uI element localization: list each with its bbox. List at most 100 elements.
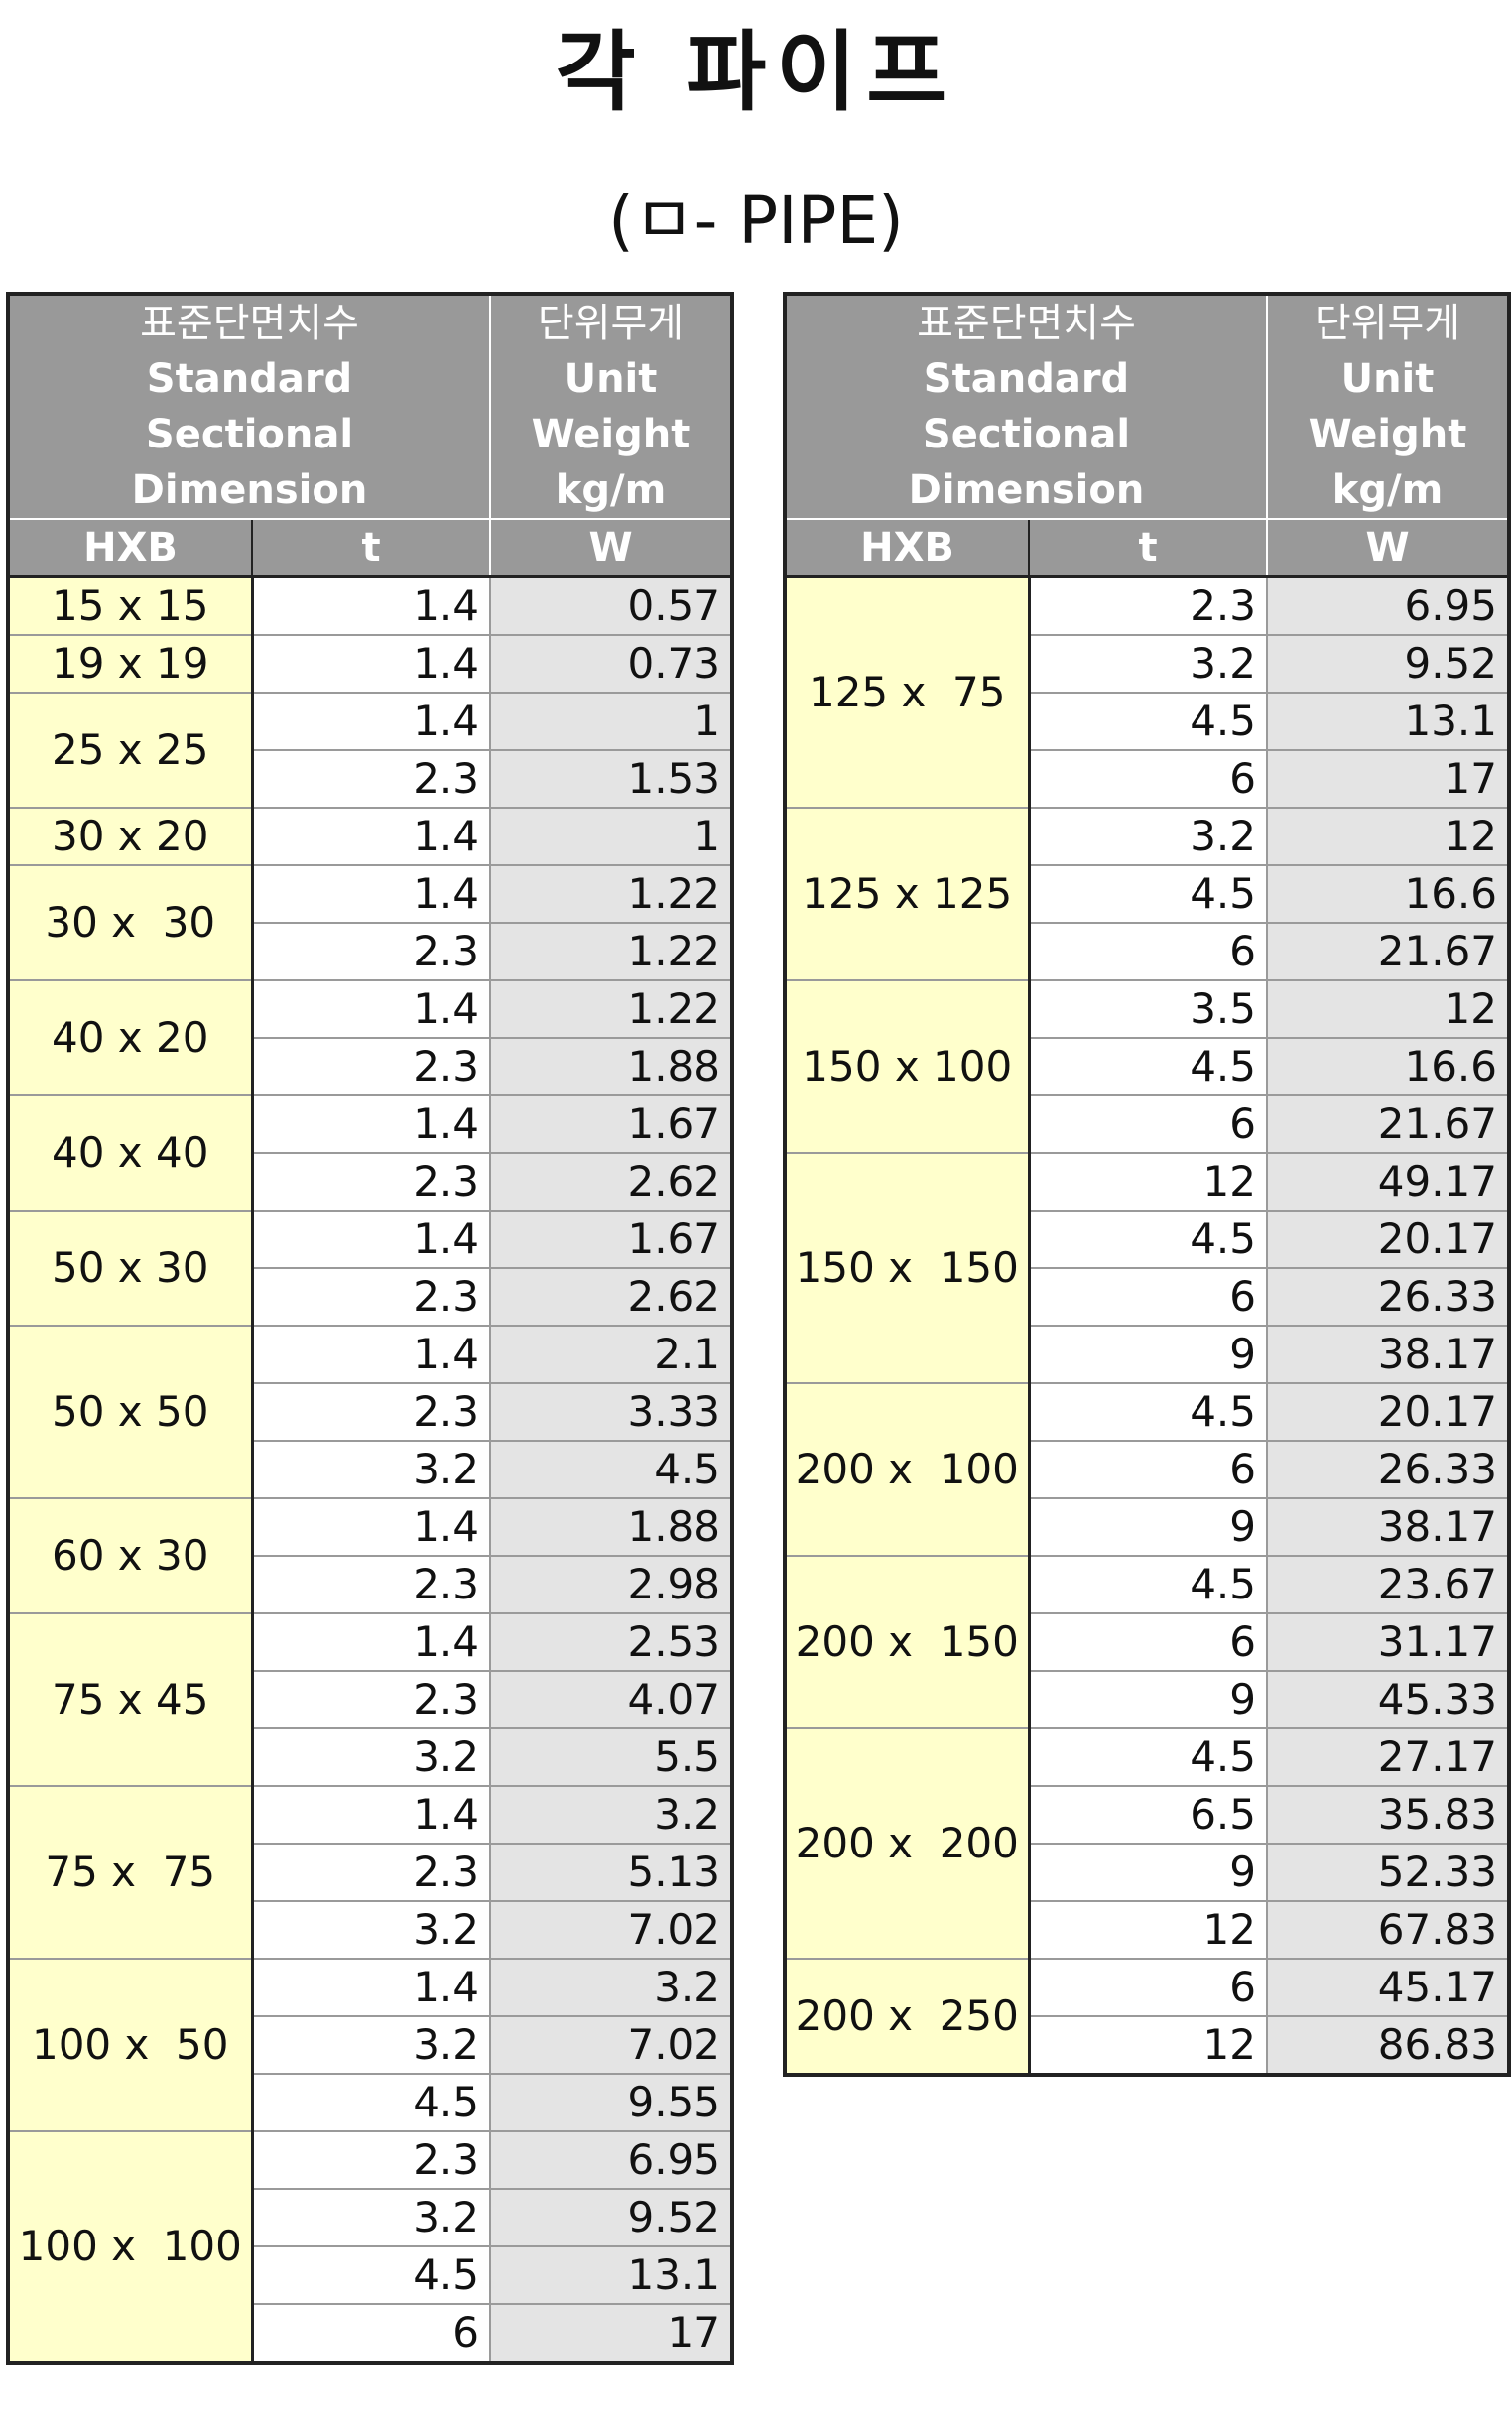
thickness-cell: 2.3: [251, 922, 491, 981]
page-title: 각 파이프: [555, 21, 957, 123]
weight-cell: 67.83: [1266, 1900, 1510, 1960]
table-row: 3.2 7.02: [8, 2015, 733, 2075]
page-subtitle: (ㅁ- PIPE): [608, 183, 904, 259]
thickness-cell: 6: [1028, 1094, 1268, 1154]
dimension-header: 표준단면치수 Standard Sectional Dimension: [784, 293, 1268, 520]
table-row: 4.5 16.6: [785, 1037, 1510, 1096]
weight-cell: 2.62: [489, 1152, 733, 1212]
thickness-cell: 3.2: [251, 2015, 491, 2075]
dimension-cell: 40 x 40: [7, 1094, 254, 1212]
weight-cell: 2.1: [489, 1325, 733, 1384]
table-row: 4.5 9.55: [8, 2073, 733, 2132]
weight-cell: 9.55: [489, 2073, 733, 2132]
thickness-cell: 12: [1028, 1900, 1268, 1960]
table-row: 125 x 125 3.2 12: [784, 807, 1510, 981]
table-row: 100 x 100 2.3 6.95: [7, 2130, 733, 2364]
thickness-cell: 1.4: [251, 1958, 491, 2017]
unit-weight-header-en2: Weight: [531, 412, 691, 457]
table-row: 4.5 16.6: [785, 864, 1510, 924]
dimension-cell: 100 x 50: [7, 1958, 254, 2132]
weight-cell: 3.2: [489, 1785, 733, 1845]
dimension-cell: 75 x 75: [7, 1785, 254, 1960]
weight-cell: 38.17: [1266, 1325, 1510, 1384]
unit-weight-header-en3: kg/m: [1331, 467, 1444, 513]
thickness-cell: 2.3: [251, 1843, 491, 1902]
weight-cell: 5.5: [489, 1727, 733, 1787]
thickness-cell: 4.5: [1028, 864, 1268, 924]
weight-cell: 12: [1266, 979, 1510, 1039]
table-row: 6 21.67: [785, 922, 1510, 981]
thickness-cell: 1.4: [251, 1497, 491, 1557]
thickness-cell: 1.4: [251, 1785, 491, 1845]
weight-cell: 16.6: [1266, 864, 1510, 924]
table-row: 3.2 4.5: [8, 1440, 733, 1499]
thickness-cell: 3.2: [1028, 807, 1268, 866]
thickness-cell: 3.2: [251, 1440, 491, 1499]
thickness-cell: 6: [1028, 1612, 1268, 1672]
left-table-body: 15 x 15 1.4 0.57 19 x 19 1.4 0.73 25 x 25 1.4 1 2…: [7, 575, 733, 2364]
table-row: 150 x 100 3.5 12: [784, 979, 1510, 1154]
weight-cell: 49.17: [1266, 1152, 1510, 1212]
thickness-cell: 9: [1028, 1670, 1268, 1729]
weight-cell: 1.53: [489, 749, 733, 809]
table-row: 50 x 30 1.4 1.67: [7, 1210, 733, 1327]
weight-cell: 26.33: [1266, 1440, 1510, 1499]
table-row: 200 x 100 4.5 20.17: [784, 1382, 1510, 1557]
table-row: 4.5 13.1: [785, 692, 1510, 751]
weight-cell: 0.73: [489, 634, 733, 694]
weight-cell: 17: [489, 2303, 733, 2364]
weight-cell: 4.5: [489, 1440, 733, 1499]
table-row: 75 x 45 1.4 2.53: [7, 1612, 733, 1787]
thickness-cell: 2.3: [251, 1382, 491, 1442]
dimension-cell: 75 x 45: [7, 1612, 254, 1787]
dimension-cell: 100 x 100: [7, 2130, 254, 2364]
dimension-header-en2: Sectional: [922, 412, 1131, 457]
thickness-cell: 6: [1028, 1958, 1268, 2017]
dimension-cell: 200 x 250: [784, 1958, 1031, 2076]
dimension-header-ko: 표준단면치수: [140, 301, 359, 346]
dimension-cell: 200 x 200: [784, 1727, 1031, 1960]
table-row: 3.2 9.52: [8, 2188, 733, 2247]
dimension-cell: 150 x 100: [784, 979, 1031, 1154]
right-table-body: 125 x 75 2.3 6.95 3.2 9.52 4.5 13.1 6 17 125 x 12…: [784, 575, 1510, 2076]
table-row: 6 17: [785, 749, 1510, 809]
table-row: 2.3 4.07: [8, 1670, 733, 1729]
thickness-cell: 2.3: [251, 1670, 491, 1729]
weight-cell: 9.52: [489, 2188, 733, 2247]
thickness-cell: 1.4: [251, 575, 491, 636]
weight-cell: 3.2: [489, 1958, 733, 2017]
column-header-t: t: [1028, 518, 1268, 578]
table-row: 200 x 150 4.5 23.67: [784, 1555, 1510, 1729]
weight-cell: 13.1: [489, 2245, 733, 2305]
weight-cell: 12: [1266, 807, 1510, 866]
dimension-cell: 200 x 100: [784, 1382, 1031, 1557]
column-header-w: W: [1266, 518, 1510, 578]
table-row: 19 x 19 1.4 0.73: [7, 634, 733, 694]
thickness-cell: 9: [1028, 1325, 1268, 1384]
weight-cell: 9.52: [1266, 634, 1510, 694]
dimension-cell: 40 x 20: [7, 979, 254, 1096]
thickness-cell: 2.3: [251, 1152, 491, 1212]
weight-cell: 13.1: [1266, 692, 1510, 751]
unit-weight-header-en2: Weight: [1308, 412, 1467, 457]
thickness-cell: 3.2: [251, 1900, 491, 1960]
weight-cell: 1: [489, 807, 733, 866]
weight-cell: 20.17: [1266, 1210, 1510, 1269]
table-row: 125 x 75 2.3 6.95: [784, 575, 1510, 809]
thickness-cell: 1.4: [251, 1612, 491, 1672]
weight-cell: 1.67: [489, 1210, 733, 1269]
table-row: 15 x 15 1.4 0.57: [7, 575, 733, 636]
column-header-t: t: [251, 518, 491, 578]
dimension-cell: 125 x 75: [784, 575, 1031, 809]
thickness-cell: 6: [1028, 1267, 1268, 1327]
thickness-cell: 12: [1028, 2015, 1268, 2076]
thickness-cell: 1.4: [251, 692, 491, 751]
weight-cell: 5.13: [489, 1843, 733, 1902]
unit-weight-header-en1: Unit: [1340, 356, 1435, 402]
thickness-cell: 6.5: [1028, 1785, 1268, 1845]
table-row: 50 x 50 1.4 2.1: [7, 1325, 733, 1499]
thickness-cell: 4.5: [1028, 1382, 1268, 1442]
table-row: 3.2 9.52: [785, 634, 1510, 694]
weight-cell: 23.67: [1266, 1555, 1510, 1614]
table-row: 6 31.17: [785, 1612, 1510, 1672]
